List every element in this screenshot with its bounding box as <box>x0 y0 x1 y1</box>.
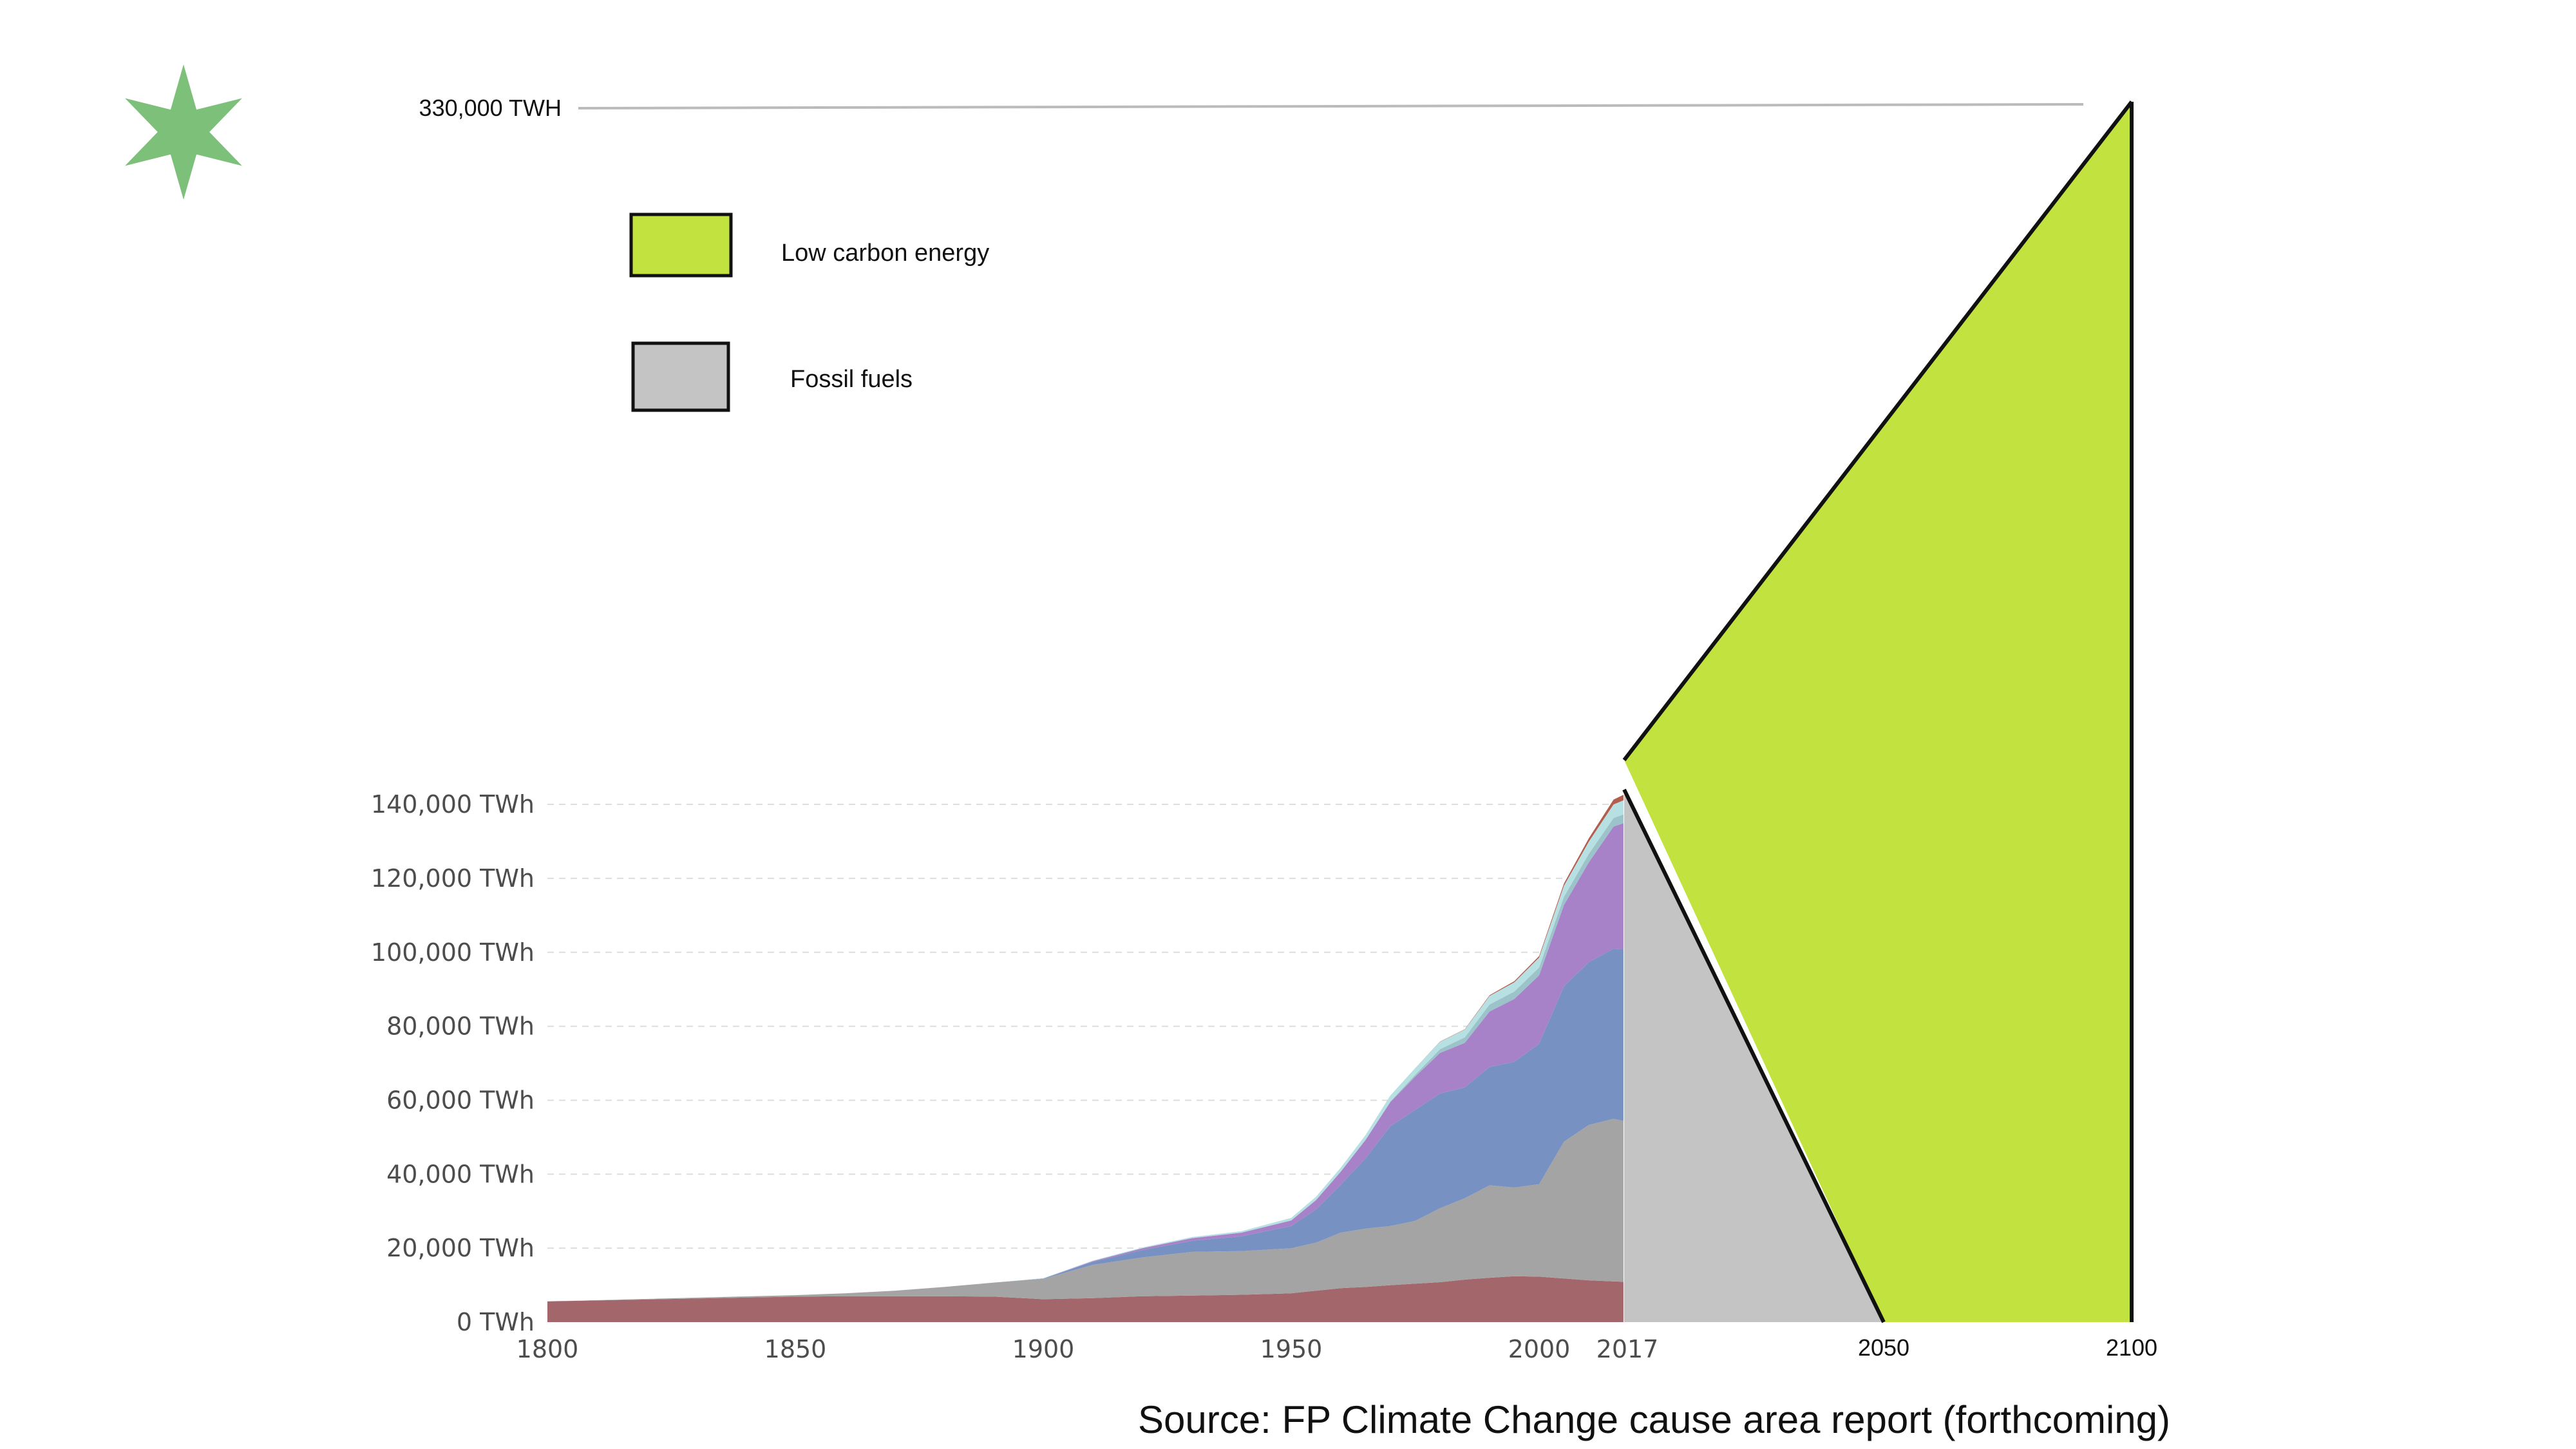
y-tick-label: 80,000 TWh <box>386 1012 535 1041</box>
historical-areas <box>547 795 1624 1322</box>
area-coal <box>547 1119 1624 1302</box>
legend-label-low-carbon: Low carbon energy <box>781 240 989 267</box>
x-tick-label-projection: 2050 <box>1858 1334 1909 1361</box>
legend: Low carbon energy Fossil fuels <box>629 213 989 412</box>
x-tick-label: 1950 <box>1260 1335 1323 1363</box>
y-tick-label: 140,000 TWh <box>371 790 535 819</box>
legend-swatch-low-carbon <box>629 213 733 278</box>
legend-swatch-fossil <box>631 341 730 412</box>
y-axis-ticks: 0 TWh 20,000 TWh 40,000 TWh 60,000 TWh 80,00… <box>371 790 535 1336</box>
low-carbon-upper-edge <box>1622 100 2134 761</box>
area-traditional-biomass <box>547 1276 1624 1322</box>
asterisk-logo-icon <box>125 64 242 200</box>
top-reference-line <box>578 103 2084 109</box>
legend-label-fossil: Fossil fuels <box>790 366 913 393</box>
x-axis-ticks: 1800 1850 1900 1950 2000 2017 2050 2100 <box>516 1334 2157 1363</box>
x-tick-label: 1850 <box>764 1335 827 1363</box>
top-reference-label: 330,000 TWH <box>419 95 562 121</box>
y-tick-label: 100,000 TWh <box>371 938 535 967</box>
projection-low-carbon-area <box>1624 102 2132 1322</box>
area-oil <box>547 949 1624 1302</box>
y-tick-label: 20,000 TWh <box>386 1234 535 1262</box>
y-tick-label: 60,000 TWh <box>386 1086 535 1114</box>
x-tick-label-projection: 2017 <box>1596 1335 1659 1363</box>
y-tick-label: 40,000 TWh <box>386 1160 535 1188</box>
y-tick-label: 120,000 TWh <box>371 864 535 893</box>
x-tick-label: 1900 <box>1012 1335 1075 1363</box>
y-tick-label: 0 TWh <box>457 1308 535 1336</box>
x-tick-label: 2000 <box>1508 1335 1571 1363</box>
projection-areas <box>1622 100 2134 1323</box>
source-note: Source: FP Climate Change cause area rep… <box>1138 1398 2170 1441</box>
top-reference: 330,000 TWH <box>419 95 2084 121</box>
fossil-decline-edge <box>1622 788 1886 1323</box>
x-tick-label: 1800 <box>516 1335 579 1363</box>
x-tick-label-projection: 2100 <box>2106 1334 2157 1361</box>
gridlines <box>547 804 1624 1249</box>
